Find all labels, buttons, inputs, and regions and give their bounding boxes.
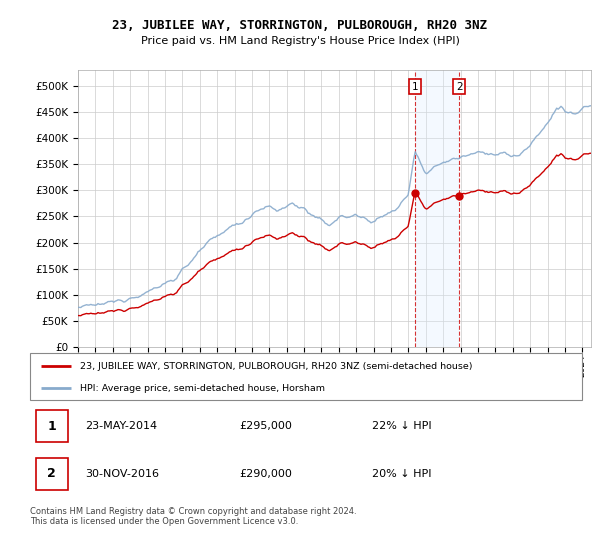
Text: £290,000: £290,000 <box>240 469 293 479</box>
Bar <box>35 410 68 442</box>
Bar <box>35 458 68 489</box>
Text: 2: 2 <box>456 82 463 92</box>
Text: 1: 1 <box>412 82 418 92</box>
Text: HPI: Average price, semi-detached house, Horsham: HPI: Average price, semi-detached house,… <box>80 384 325 393</box>
Text: 23, JUBILEE WAY, STORRINGTON, PULBOROUGH, RH20 3NZ: 23, JUBILEE WAY, STORRINGTON, PULBOROUGH… <box>113 18 487 32</box>
Text: Price paid vs. HM Land Registry's House Price Index (HPI): Price paid vs. HM Land Registry's House … <box>140 36 460 46</box>
Text: Contains HM Land Registry data © Crown copyright and database right 2024.
This d: Contains HM Land Registry data © Crown c… <box>30 507 356 526</box>
Text: 20% ↓ HPI: 20% ↓ HPI <box>372 469 432 479</box>
Text: 30-NOV-2016: 30-NOV-2016 <box>85 469 159 479</box>
Text: 1: 1 <box>47 420 56 433</box>
Text: £295,000: £295,000 <box>240 421 293 431</box>
Text: 23, JUBILEE WAY, STORRINGTON, PULBOROUGH, RH20 3NZ (semi-detached house): 23, JUBILEE WAY, STORRINGTON, PULBOROUGH… <box>80 362 472 371</box>
Text: 23-MAY-2014: 23-MAY-2014 <box>85 421 157 431</box>
Bar <box>415 70 459 347</box>
Text: 22% ↓ HPI: 22% ↓ HPI <box>372 421 432 431</box>
Text: 2: 2 <box>47 467 56 480</box>
